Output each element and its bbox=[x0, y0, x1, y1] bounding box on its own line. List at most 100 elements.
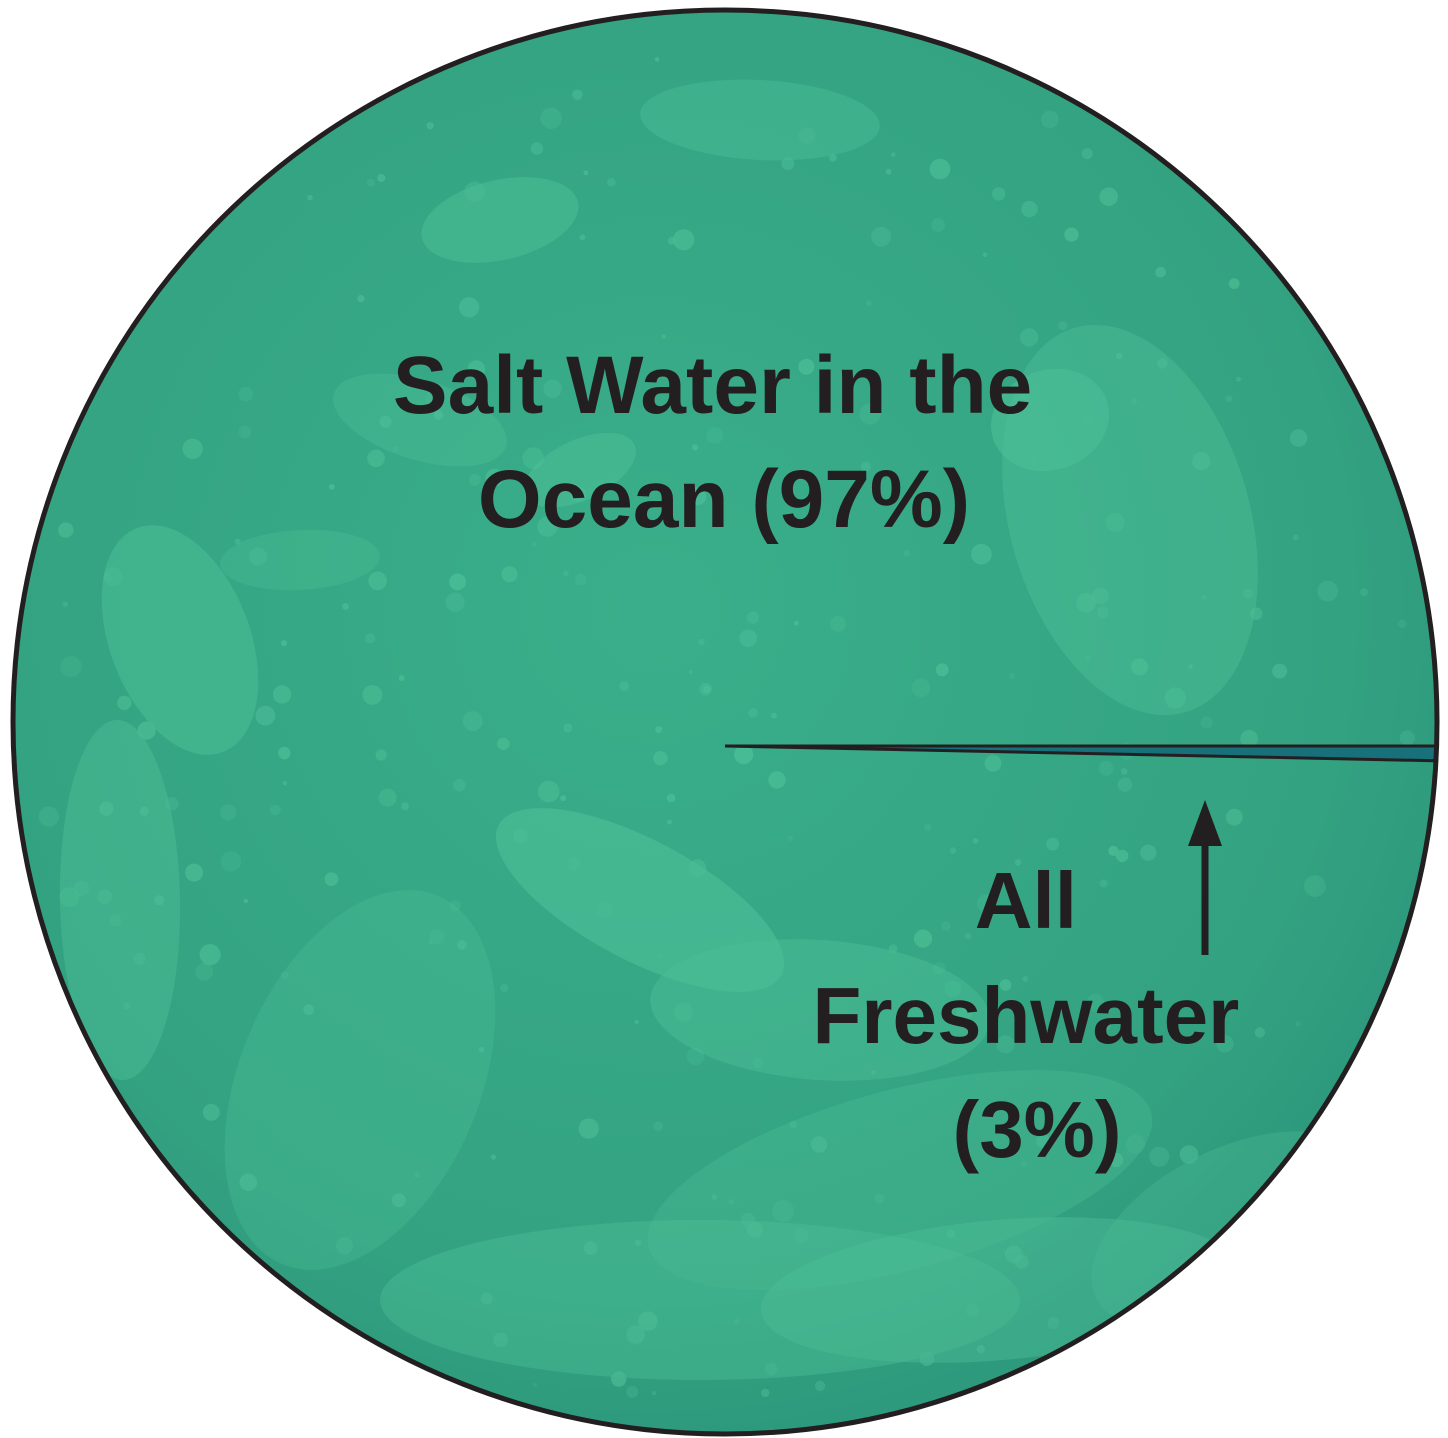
texture-speck bbox=[972, 838, 979, 844]
texture-speck bbox=[1131, 398, 1138, 404]
texture-speck bbox=[73, 880, 90, 897]
texture-speck bbox=[698, 638, 705, 646]
texture-speck bbox=[1272, 663, 1288, 679]
texture-speck bbox=[688, 859, 707, 878]
texture-speck bbox=[965, 1303, 980, 1318]
salt-water-label-line-1: Salt Water in the bbox=[393, 340, 1032, 431]
texture-speck bbox=[500, 983, 509, 992]
texture-speck bbox=[133, 952, 146, 966]
texture-blob bbox=[220, 529, 380, 591]
texture-speck bbox=[485, 468, 504, 487]
texture-speck bbox=[956, 1004, 973, 1020]
texture-speck bbox=[941, 921, 951, 931]
texture-speck bbox=[692, 444, 699, 451]
texture-speck bbox=[999, 979, 1012, 991]
texture-speck bbox=[1099, 1019, 1111, 1031]
texture-speck bbox=[478, 1047, 485, 1053]
texture-speck bbox=[903, 550, 910, 557]
texture-speck bbox=[761, 1388, 770, 1398]
texture-speck bbox=[688, 669, 693, 675]
texture-speck bbox=[280, 971, 289, 980]
texture-speck bbox=[493, 1332, 509, 1348]
texture-speck bbox=[976, 894, 996, 913]
texture-speck bbox=[626, 1325, 645, 1344]
texture-speck bbox=[375, 749, 387, 761]
texture-speck bbox=[1179, 1145, 1199, 1164]
texture-speck bbox=[464, 181, 485, 202]
texture-speck bbox=[467, 360, 486, 378]
texture-speck bbox=[445, 592, 465, 612]
texture-speck bbox=[182, 438, 203, 459]
texture-speck bbox=[657, 952, 664, 959]
texture-speck bbox=[1149, 1146, 1170, 1167]
globe-background bbox=[13, 10, 1437, 1434]
pie-outline bbox=[10, 7, 1440, 1437]
texture-speck bbox=[1046, 837, 1060, 851]
texture-speck bbox=[638, 1311, 658, 1331]
texture-speck bbox=[202, 1103, 220, 1121]
texture-speck bbox=[949, 847, 957, 854]
texture-speck bbox=[368, 571, 387, 591]
texture-speck bbox=[1188, 664, 1193, 669]
texture-speck bbox=[429, 929, 445, 944]
freshwater-label-line-2: Freshwater bbox=[812, 971, 1239, 1060]
texture-speck bbox=[935, 663, 949, 677]
texture-blob bbox=[59, 720, 181, 1080]
texture-speck bbox=[1041, 110, 1059, 129]
texture-speck bbox=[185, 863, 204, 882]
texture-speck bbox=[1117, 777, 1133, 792]
texture-speck bbox=[1157, 358, 1168, 369]
texture-speck bbox=[272, 685, 292, 704]
texture-speck bbox=[891, 152, 896, 157]
texture-speck bbox=[984, 755, 1002, 772]
texture-speck bbox=[401, 802, 409, 811]
texture-speck bbox=[1004, 1245, 1023, 1264]
texture-speck bbox=[728, 1198, 734, 1205]
texture-blob bbox=[1002, 324, 1258, 716]
salt-water-slice bbox=[13, 10, 1437, 1434]
freshwater-label-line-1: All bbox=[975, 856, 1077, 945]
texture-speck bbox=[667, 236, 676, 245]
texture-speck bbox=[1399, 730, 1415, 746]
texture-speck bbox=[366, 178, 375, 187]
freshwater-label-line-3: (3%) bbox=[953, 1085, 1122, 1174]
texture-speck bbox=[933, 962, 946, 975]
texture-speck bbox=[239, 1173, 258, 1192]
texture-speck bbox=[583, 170, 589, 176]
texture-speck bbox=[1058, 321, 1068, 331]
texture-speck bbox=[1081, 148, 1093, 160]
texture-speck bbox=[746, 611, 760, 624]
texture-speck bbox=[913, 929, 933, 948]
texture-speck bbox=[785, 471, 793, 479]
texture-speck bbox=[1030, 456, 1039, 465]
texture-speck bbox=[572, 89, 583, 101]
texture-speck bbox=[433, 410, 444, 420]
texture-speck bbox=[1108, 845, 1119, 857]
texture-speck bbox=[1018, 388, 1030, 399]
texture-speck bbox=[885, 168, 892, 175]
texture-speck bbox=[1125, 1134, 1146, 1155]
texture-speck bbox=[532, 1382, 538, 1387]
texture-speck bbox=[924, 823, 932, 831]
texture-speck bbox=[866, 300, 872, 306]
texture-speck bbox=[673, 229, 695, 251]
texture-blob bbox=[495, 808, 785, 992]
texture-blob bbox=[421, 177, 579, 263]
freshwater-label: All Freshwater (3%) bbox=[812, 856, 1261, 1174]
texture-speck bbox=[611, 1371, 627, 1387]
texture-speck bbox=[929, 158, 951, 180]
texture-speck bbox=[964, 933, 972, 940]
texture-speck bbox=[165, 797, 179, 811]
texture-speck bbox=[1036, 1134, 1050, 1148]
texture-speck bbox=[199, 944, 221, 966]
texture-speck bbox=[606, 177, 616, 187]
texture-speck bbox=[706, 427, 724, 444]
texture-speck bbox=[123, 1002, 131, 1010]
texture-speck bbox=[1155, 266, 1166, 278]
texture-speck bbox=[1192, 452, 1211, 471]
texture-speck bbox=[711, 1194, 718, 1200]
texture-speck bbox=[810, 1136, 828, 1153]
texture-speck bbox=[765, 1362, 778, 1376]
texture-speck bbox=[1131, 658, 1148, 676]
texture-speck bbox=[60, 655, 82, 678]
